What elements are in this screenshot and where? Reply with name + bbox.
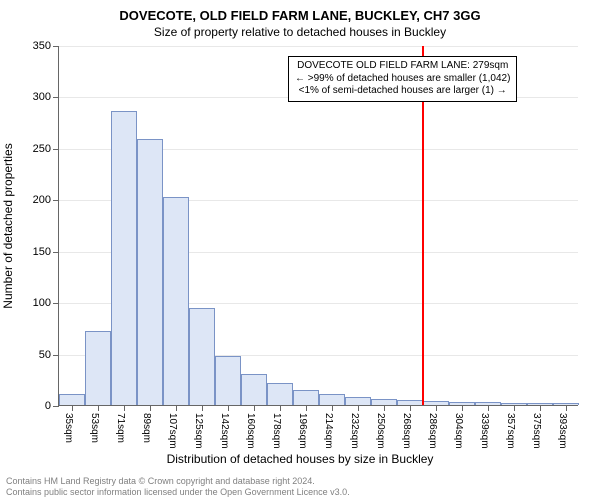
bar [267,383,293,405]
footer-line-2: Contains public sector information licen… [6,487,350,498]
y-tick-label: 200 [33,194,59,206]
x-tick-label: 107sqm [167,413,178,449]
x-tick [306,405,307,411]
bar [137,139,163,405]
x-tick-label: 71sqm [115,413,126,443]
annotation-line-2: ← >99% of detached houses are smaller (1… [295,73,510,86]
bar [111,111,137,405]
x-tick-label: 375sqm [531,413,542,449]
gridline [59,46,578,47]
x-tick-label: 89sqm [141,413,152,443]
x-tick [228,405,229,411]
annotation-line-3: <1% of semi-detached houses are larger (… [295,85,510,98]
x-tick-label: 357sqm [505,413,516,449]
y-tick-label: 0 [45,400,59,412]
bar [163,197,189,405]
x-tick [202,405,203,411]
x-tick [514,405,515,411]
x-tick-label: 304sqm [453,413,464,449]
x-tick-label: 53sqm [89,413,100,443]
x-tick [384,405,385,411]
x-tick [566,405,567,411]
x-tick [124,405,125,411]
bar [215,356,241,405]
x-tick-label: 178sqm [271,413,282,449]
x-tick-label: 232sqm [349,413,360,449]
bar [189,308,215,405]
x-tick-label: 142sqm [219,413,230,449]
x-tick-label: 214sqm [323,413,334,449]
annotation-line-1: DOVECOTE OLD FIELD FARM LANE: 279sqm [295,60,510,73]
x-tick [436,405,437,411]
x-tick [72,405,73,411]
x-tick-label: 160sqm [245,413,256,449]
x-tick-label: 268sqm [401,413,412,449]
chart-subtitle: Size of property relative to detached ho… [0,23,600,43]
x-tick [488,405,489,411]
y-axis-label: Number of detached properties [1,143,15,308]
x-tick [150,405,151,411]
x-tick [254,405,255,411]
y-tick-label: 350 [33,40,59,52]
x-tick [410,405,411,411]
y-tick-label: 150 [33,246,59,258]
x-axis-label: Distribution of detached houses by size … [0,452,600,466]
bar [59,394,85,405]
bar [85,331,111,405]
footer-attribution: Contains HM Land Registry data © Crown c… [6,476,350,498]
x-tick [358,405,359,411]
x-tick [332,405,333,411]
x-tick-label: 35sqm [63,413,74,443]
bar [345,397,371,405]
x-tick-label: 250sqm [375,413,386,449]
footer-line-1: Contains HM Land Registry data © Crown c… [6,476,350,487]
x-tick-label: 393sqm [557,413,568,449]
bar [241,374,267,405]
annotation-box: DOVECOTE OLD FIELD FARM LANE: 279sqm ← >… [288,56,517,102]
x-tick-label: 339sqm [479,413,490,449]
chart-container: DOVECOTE, OLD FIELD FARM LANE, BUCKLEY, … [0,0,600,500]
bar [319,394,345,405]
y-tick-label: 100 [33,297,59,309]
x-tick [98,405,99,411]
x-tick-label: 125sqm [193,413,204,449]
x-tick [540,405,541,411]
x-tick-label: 196sqm [297,413,308,449]
x-tick-label: 286sqm [427,413,438,449]
x-tick [462,405,463,411]
x-tick [280,405,281,411]
y-tick-label: 300 [33,91,59,103]
bar [293,390,319,405]
chart-title: DOVECOTE, OLD FIELD FARM LANE, BUCKLEY, … [0,0,600,23]
y-tick-label: 50 [39,349,59,361]
x-tick [176,405,177,411]
y-tick-label: 250 [33,143,59,155]
